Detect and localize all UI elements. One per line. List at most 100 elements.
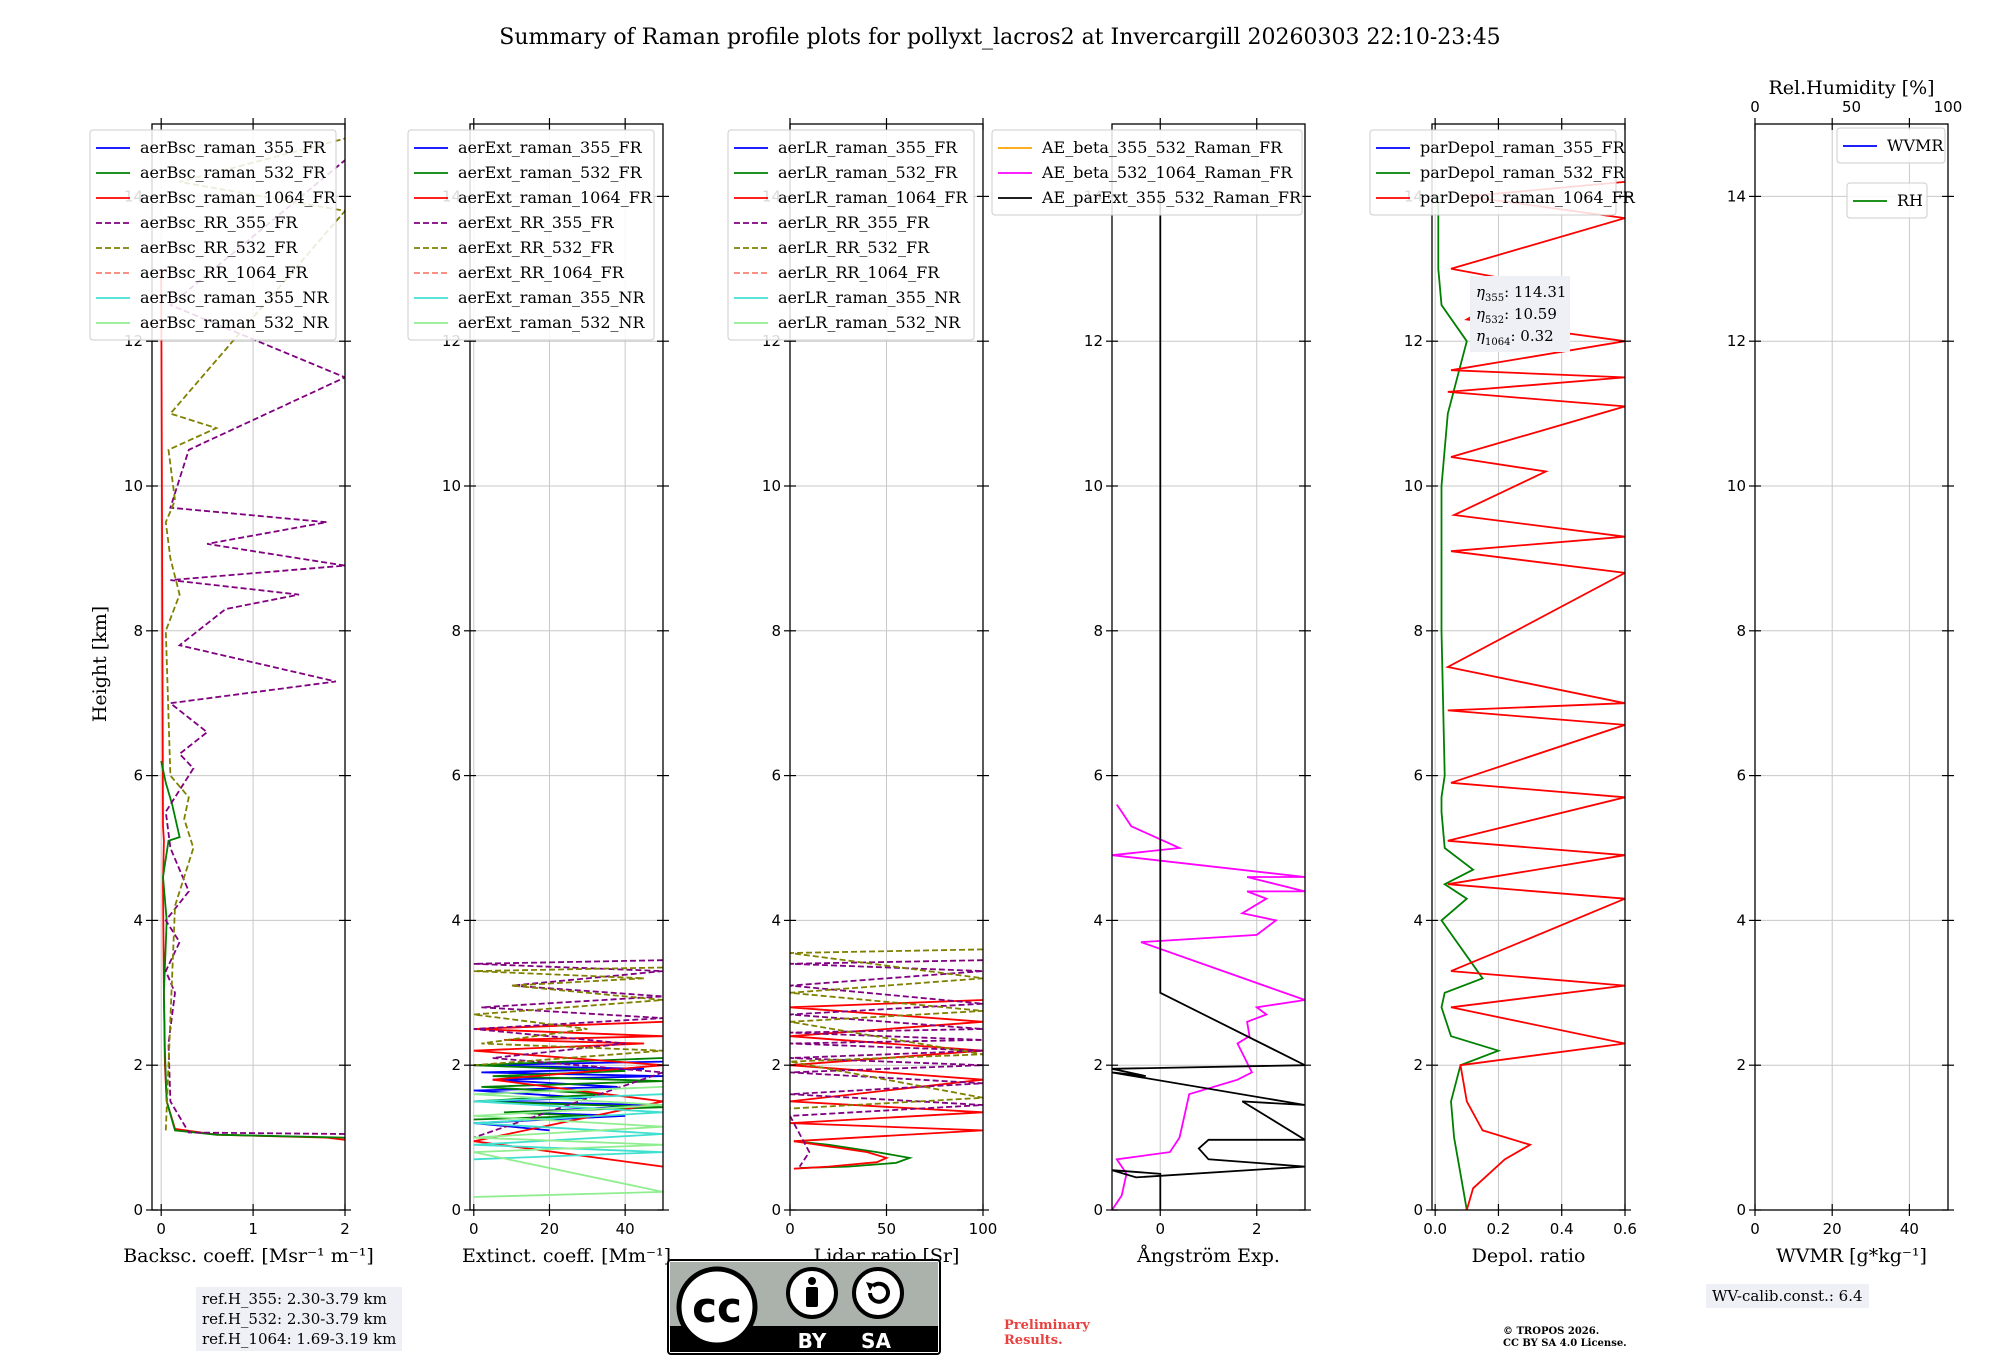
x-tick-label: 0 [156,1220,166,1238]
legend-label: aerLR_raman_1064_FR [778,188,968,207]
y-tick-label: 6 [771,767,781,785]
y-tick-label: 14 [1727,187,1746,205]
y-tick-label: 4 [451,911,461,929]
panel-lidar_ratio: 02468101214050100Lidar ratio [Sr]aerLR_r… [727,118,998,1267]
x-tick-label: 0 [1750,1220,1760,1238]
x-tick-label: 0.6 [1613,1220,1637,1238]
x-tick-label: 50 [877,1220,896,1238]
legend-label: aerExt_raman_532_NR [458,313,646,332]
legend-label: aerBsc_RR_355_FR [140,213,298,232]
cc-text: cc [692,1283,742,1332]
y-tick-label: 6 [1093,767,1103,785]
y-tick-label: 12 [1404,332,1423,350]
series-line-aerLR_RR_532_FR [790,948,983,1110]
top-tick-label: 0 [1750,98,1760,116]
top-tick-label: 50 [1842,98,1861,116]
series-group [160,137,345,1141]
series-line-aerExt_raman_355_NR [473,1093,663,1161]
annotation-box [1470,276,1570,352]
legend-label: aerLR_raman_355_NR [778,288,961,307]
legend-box [89,129,337,341]
x-axis-label: Ångström Exp. [1136,1245,1280,1267]
legend-label: aerLR_RR_355_FR [778,213,930,232]
series-line-AE_parExt_355_532_Raman_FR [1112,196,1305,1210]
x-axis-label: Backsc. coeff. [Msr⁻¹ m⁻¹] [123,1245,374,1267]
series-line-aerExt_RR_532_FR [473,966,663,1067]
y-tick-label: 12 [1084,332,1103,350]
copyright-line-1: © TROPOS 2026. [1503,1326,1600,1337]
legend-label: AE_beta_532_1064_Raman_FR [1041,163,1293,182]
y-tick-label: 0 [1413,1201,1423,1219]
legend-label: aerLR_raman_532_NR [778,313,961,332]
y-tick-label: 4 [1736,911,1746,929]
y-tick-label: 8 [133,622,143,640]
y-tick-label: 10 [1727,477,1746,495]
legend-box [1369,129,1617,216]
y-tick-label: 0 [771,1201,781,1219]
x-tick-label: 0.4 [1550,1220,1574,1238]
x-axis-label: WVMR [g*kg⁻¹] [1776,1245,1927,1267]
x-tick-label: 100 [969,1220,998,1238]
legend-label: aerBsc_raman_1064_FR [140,188,337,207]
series-line-aerBsc_RR_532_FR [164,137,345,1131]
ref-height-355: ref.H_355: 2.30-3.79 km [202,1290,387,1308]
legend: parDepol_raman_355_FR parDepol_raman_532_… [1369,129,1636,216]
x-tick-label: 40 [616,1220,635,1238]
legend-label: parDepol_raman_355_FR [1420,138,1626,157]
legend-label: aerExt_raman_355_FR [458,138,643,157]
legend: AE_beta_355_532_Raman_FR AE_beta_532_1064… [991,129,1303,216]
y-tick-label: 6 [133,767,143,785]
series-line-aerLR_RR_355_FR [790,959,983,1168]
panel-backscatter: 02468101214012Backsc. coeff. [Msr⁻¹ m⁻¹]… [89,118,374,1267]
series-line-aerExt_RR_355_FR [473,959,663,1139]
annotation-line: η1064: 0.32 [1476,327,1554,348]
y-tick-label: 0 [133,1201,143,1219]
series-group [790,948,983,1170]
y-tick-label: 4 [133,911,143,929]
series-line-aerExt_raman_1064_FR [473,1020,663,1168]
x-tick-label: 2 [340,1220,350,1238]
y-tick-label: 0 [1736,1201,1746,1219]
y-tick-label: 10 [124,477,143,495]
y-tick-label: 2 [1413,1056,1423,1074]
series-line-aerExt_raman_532_NR [473,1086,663,1198]
legend-label: aerExt_raman_1064_FR [458,188,653,207]
legend-label: aerBsc_RR_1064_FR [140,263,309,282]
x-tick-label: 0 [785,1220,795,1238]
y-tick-label: 6 [1736,767,1746,785]
plot-frame [1754,123,1949,1211]
legend-box [991,129,1303,216]
panel-angstrom: 0246810121402Ångström Exp.AE_beta_355_53… [991,118,1311,1267]
legend-label: aerExt_RR_532_FR [458,238,615,257]
y-tick-label: 8 [1736,622,1746,640]
legend-label: parDepol_raman_532_FR [1420,163,1626,182]
preliminary-results-label: Preliminary Results. [1004,1318,1090,1348]
series-line-aerLR_raman_532_FR [793,1140,914,1169]
copyright-line-2: CC BY SA 4.0 License. [1503,1338,1627,1349]
y-tick-label: 2 [133,1056,143,1074]
legend-label: aerLR_raman_532_FR [778,163,958,182]
y-tick-label: 8 [451,622,461,640]
wv-calib-text: WV-calib.const.: 6.4 [1712,1287,1863,1305]
legend-label: aerBsc_raman_532_NR [140,313,329,332]
y-tick-label: 2 [1093,1056,1103,1074]
legend: aerBsc_raman_355_FR aerBsc_raman_532_FRae… [89,129,337,341]
legend: WVMR [1836,127,1946,164]
legend-label: aerExt_RR_355_FR [458,213,615,232]
plot-frame [469,123,664,1211]
y-tick-label: 2 [771,1056,781,1074]
series-line-AE_beta_532_1064_Raman_FR [1112,804,1305,1210]
ref-height-532: ref.H_532: 2.30-3.79 km [202,1310,387,1328]
plot-frame [151,123,346,1211]
top-tick-label: 100 [1934,98,1963,116]
legend-label: AE_beta_355_532_Raman_FR [1041,138,1283,157]
y-tick-label: 4 [1093,911,1103,929]
cc-circle-icon [676,1266,758,1348]
y-axis-label: Height [km] [89,606,111,722]
legend: aerLR_raman_355_FR aerLR_raman_532_FR aerL… [727,129,975,341]
legend-label: aerLR_raman_355_FR [778,138,958,157]
legend-label: aerBsc_raman_355_NR [140,288,329,307]
y-tick-label: 4 [1413,911,1423,929]
y-tick-label: 12 [1727,332,1746,350]
